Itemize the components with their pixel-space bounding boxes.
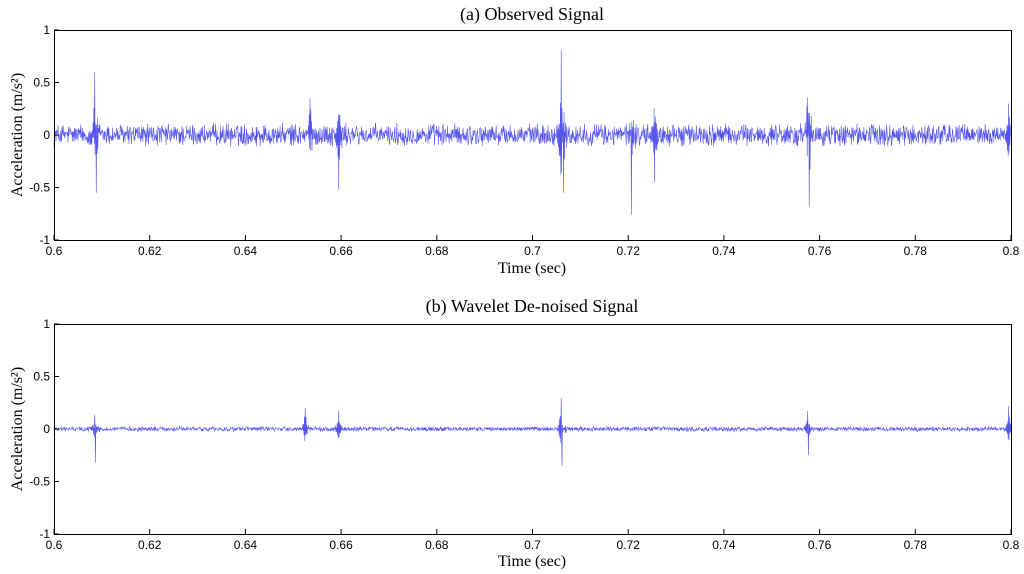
signal-trace-b: [53, 397, 1012, 466]
y-tick-label: 0: [43, 128, 50, 142]
x-tick-label: 0.6: [46, 244, 63, 258]
x-tick-label: 0.78: [904, 538, 928, 552]
y-tick-label: 1: [43, 317, 50, 331]
axis-ticks-b: 0.6 0.62 0.64 0.66 0.68 0.7 0.72 0.74 0.76 0.78 0.…: [29, 317, 1019, 552]
panel-denoised-signal: (b) Wavelet De-noised Signal Acceleratio…: [9, 296, 1020, 570]
x-tick-label: 0.8: [1003, 538, 1020, 552]
x-tick-label: 0.74: [712, 538, 736, 552]
x-tick-label: 0.7: [524, 244, 541, 258]
x-tick-label: 0.72: [617, 538, 641, 552]
y-tick-label: 0.5: [33, 370, 50, 384]
x-tick-label: 0.64: [234, 538, 258, 552]
plot-frame-b: [54, 324, 1012, 535]
x-tick-label: 0.62: [138, 538, 162, 552]
x-tick-label: 0.78: [904, 244, 928, 258]
x-axis-label-a: Time (sec): [498, 260, 566, 277]
x-tick-label: 0.68: [425, 538, 449, 552]
y-tick-label: -1: [39, 233, 50, 247]
x-tick-label: 0.76: [808, 538, 832, 552]
y-tick-label: -0.5: [29, 181, 50, 195]
y-tick-label: 0: [43, 422, 50, 436]
y-tick-label: 1: [43, 23, 50, 37]
panel-observed-signal: (a) Observed Signal Acceleration (m/s²) …: [9, 4, 1020, 277]
x-axis-label-b: Time (sec): [498, 553, 566, 570]
x-tick-label: 0.72: [617, 244, 641, 258]
x-tick-label: 0.7: [524, 538, 541, 552]
y-tick-label: -1: [39, 527, 50, 541]
x-tick-label: 0.64: [234, 244, 258, 258]
y-axis-label-a: Acceleration (m/s²): [9, 73, 26, 197]
y-tick-label: -0.5: [29, 475, 50, 489]
x-tick-label: 0.8: [1003, 244, 1020, 258]
x-tick-label: 0.76: [808, 244, 832, 258]
signal-series-line: [53, 50, 1012, 215]
signal-series-line: [53, 397, 1012, 466]
axis-ticks-a: 0.6 0.62 0.64 0.66 0.68 0.7 0.72 0.74 0.76 0.78 0.…: [29, 23, 1019, 258]
x-tick-label: 0.74: [712, 244, 736, 258]
signal-trace-a: [53, 50, 1012, 215]
chart-title-b: (b) Wavelet De-noised Signal: [426, 296, 639, 317]
x-tick-label: 0.68: [425, 244, 449, 258]
chart-title-a: (a) Observed Signal: [460, 4, 604, 25]
y-axis-label-b: Acceleration (m/s²): [9, 367, 26, 491]
plot-frame-a: [54, 30, 1012, 241]
x-tick-label: 0.66: [329, 244, 353, 258]
x-tick-label: 0.62: [138, 244, 162, 258]
x-tick-label: 0.6: [46, 538, 63, 552]
y-tick-label: 0.5: [33, 76, 50, 90]
x-tick-label: 0.66: [329, 538, 353, 552]
